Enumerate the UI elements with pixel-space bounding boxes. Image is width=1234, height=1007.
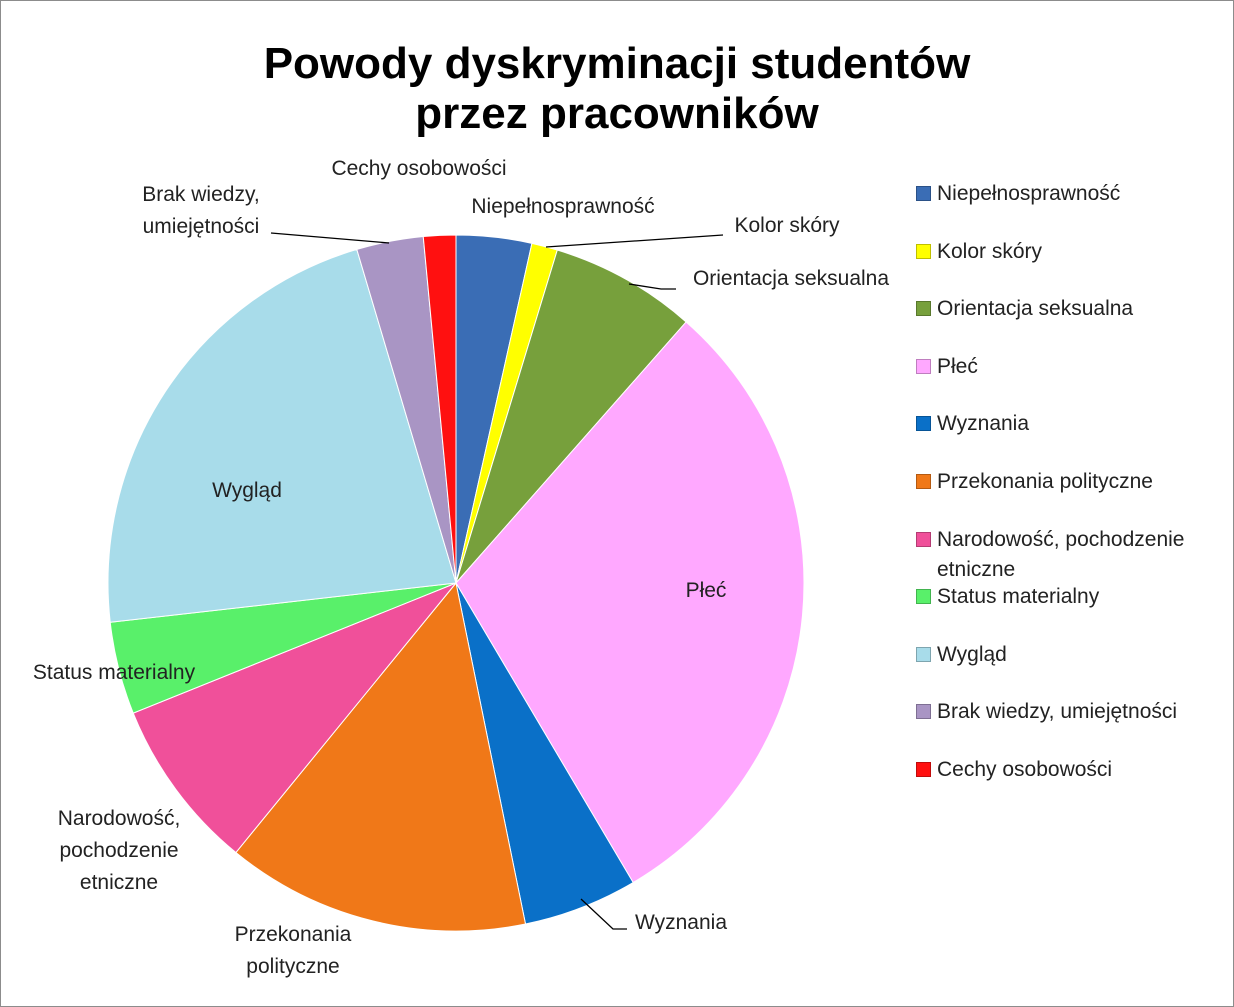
legend-label: Orientacja seksualna	[937, 297, 1134, 321]
legend-swatch	[916, 589, 931, 605]
pie-slice	[455, 249, 687, 584]
legend-item: Kolor skóry	[916, 237, 1231, 267]
legend-item: Płeć	[916, 352, 1231, 382]
legend-label: Wygląd	[937, 642, 1007, 666]
legend-label: Status materialny	[937, 585, 1100, 609]
slice-label: Wyznania	[634, 911, 728, 934]
pie-slice	[235, 581, 527, 932]
legend-item: Wygląd	[916, 640, 1231, 670]
leader-line	[580, 898, 627, 930]
legend-item: Orientacja seksualna	[916, 294, 1231, 324]
slice-label: Przekonania polityczne	[234, 923, 352, 978]
legend-label: Niepełnosprawność	[937, 182, 1121, 205]
legend-swatch	[916, 243, 931, 259]
legend-swatch	[916, 762, 931, 777]
leader-lines	[270, 232, 724, 930]
legend-item: Narodowość, pochodzenie etniczne	[916, 525, 1231, 585]
legend-label: Kolor skóry	[937, 239, 1043, 263]
legend-label: Wyznania	[937, 412, 1030, 436]
slice-label: Wygląd	[212, 479, 282, 502]
slice-label: Brak wiedzy, umiejętności	[142, 183, 260, 238]
legend-swatch	[916, 358, 931, 374]
pie-slice	[107, 248, 457, 623]
legend-swatch	[916, 531, 931, 547]
slice-label: Płeć	[685, 579, 727, 602]
slice-label: Status materialny	[32, 661, 196, 684]
pie	[107, 234, 805, 932]
pie-slice	[132, 582, 457, 854]
legend-label: Brak wiedzy, umiejętności	[937, 700, 1178, 724]
legend-item: Status materialny	[916, 582, 1231, 612]
chart-title: Powody dyskryminacji studentów przez pra…	[1, 39, 1233, 139]
legend-label: Cechy osobowości	[937, 758, 1113, 781]
legend-swatch	[916, 186, 931, 201]
legend-item: Cechy osobowości	[916, 755, 1231, 785]
pie-slice	[422, 234, 457, 584]
slice-label: Narodowość, pochodzenie etniczne	[57, 807, 181, 894]
leader-line	[270, 232, 390, 244]
legend-swatch	[916, 646, 931, 662]
legend-label: Płeć	[937, 354, 978, 378]
legend-label: Przekonania polityczne	[937, 470, 1153, 493]
leader-line	[628, 283, 676, 290]
legend-swatch	[916, 474, 931, 489]
title-text: Powody dyskryminacji studentów przez pra…	[263, 39, 971, 138]
legend-swatch	[916, 301, 931, 317]
legend-item: Niepełnosprawność	[916, 179, 1231, 209]
legend-item: Wyznania	[916, 409, 1231, 439]
leader-line	[545, 234, 724, 248]
legend-swatch	[916, 704, 931, 720]
slice-label: Kolor skóry	[734, 214, 840, 237]
legend-label: Narodowość, pochodzenie etniczne	[937, 527, 1185, 581]
legend-item: Przekonania polityczne	[916, 467, 1231, 497]
slice-label: Niepełnosprawność	[471, 195, 655, 218]
pie-slice	[455, 321, 805, 884]
legend-swatch	[916, 416, 931, 432]
slice-label: Orientacja seksualna	[692, 267, 890, 290]
legend-item: Brak wiedzy, umiejętności	[916, 697, 1231, 727]
slice-label: Cechy osobowości	[331, 157, 507, 180]
